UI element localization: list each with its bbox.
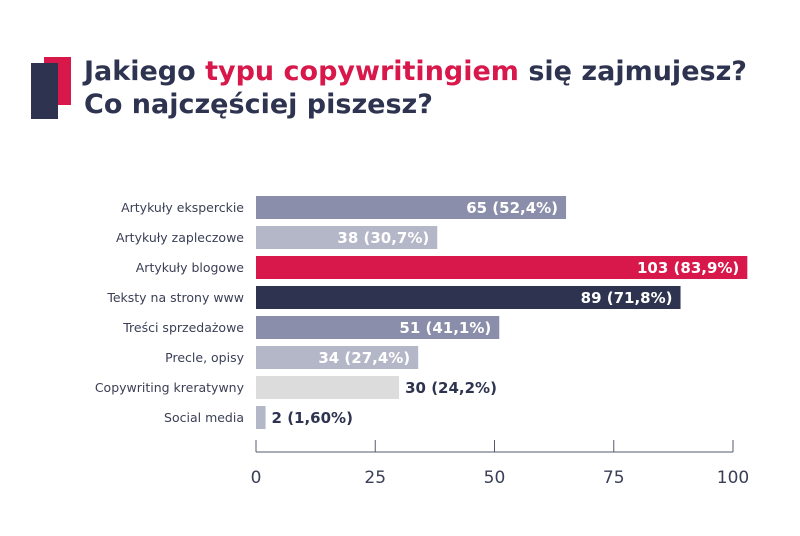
bar <box>256 196 567 219</box>
x-tick-label: 0 <box>251 468 262 488</box>
chart-title: Jakiego typu copywritingiem się zajmujes… <box>84 55 774 121</box>
value-label: 30 (24,2%) <box>405 379 497 397</box>
value-label: 65 (52,4%) <box>466 199 558 217</box>
category-label: Artykuły blogowe <box>136 260 245 275</box>
bar <box>256 286 681 309</box>
title-part1: Jakiego <box>84 56 206 87</box>
bar <box>256 316 500 339</box>
value-label: 89 (71,8%) <box>581 289 673 307</box>
category-label: Artykuły eksperckie <box>121 200 244 215</box>
bar <box>256 226 438 249</box>
bar <box>256 256 748 279</box>
category-label: Treści sprzedażowe <box>122 320 244 335</box>
value-label: 34 (27,4%) <box>318 349 410 367</box>
category-label: Precle, opisy <box>165 350 244 365</box>
value-label: 51 (41,1%) <box>399 319 491 337</box>
value-label: 103 (83,9%) <box>637 259 739 277</box>
value-label: 38 (30,7%) <box>337 229 429 247</box>
category-label: Teksty na strony www <box>106 290 244 305</box>
bar <box>256 376 400 399</box>
x-tick-label: 100 <box>717 468 749 488</box>
x-tick-label: 75 <box>603 468 625 488</box>
logo-mark <box>31 57 71 119</box>
bar <box>256 406 266 429</box>
title-part2: się zajmujesz? Co najczęściej piszesz? <box>84 56 747 120</box>
title-accent: typu copywritingiem <box>205 56 519 87</box>
x-tick-label: 50 <box>484 468 506 488</box>
category-label: Artykuły zapleczowe <box>116 230 244 245</box>
category-label: Copywriting kreratywny <box>95 380 245 395</box>
bar <box>256 346 419 369</box>
x-tick-label: 25 <box>364 468 386 488</box>
value-label: 2 (1,60%) <box>272 409 353 427</box>
category-label: Social media <box>164 410 244 425</box>
